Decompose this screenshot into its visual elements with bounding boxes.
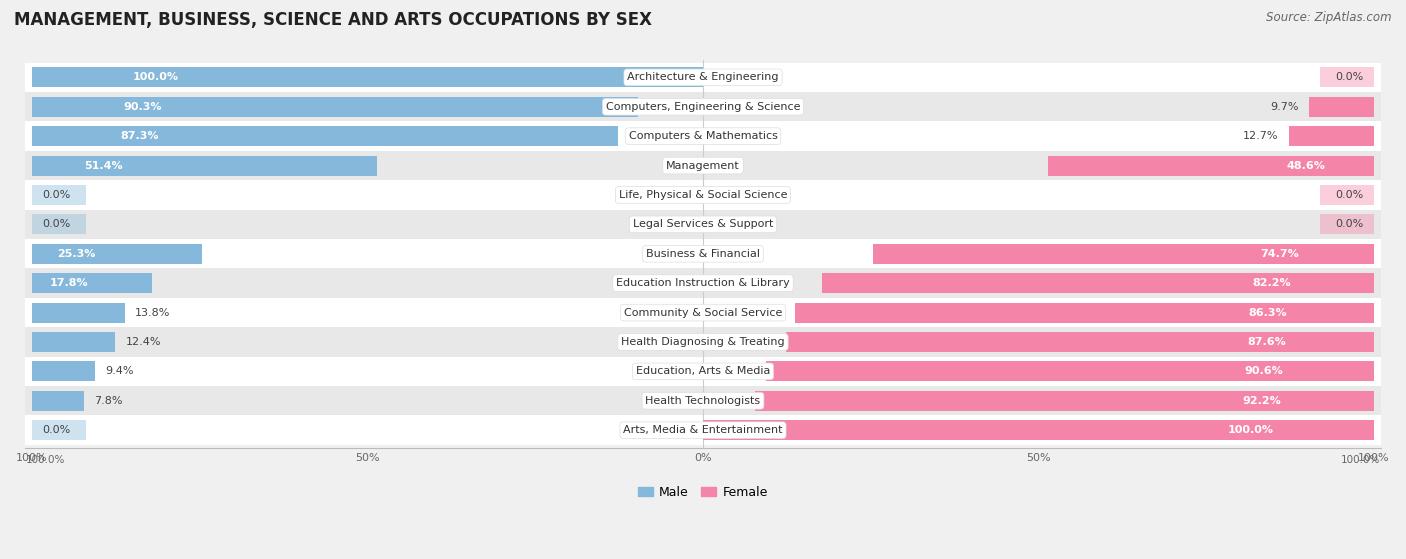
Bar: [1309, 97, 1374, 117]
Bar: [1320, 68, 1374, 87]
Text: 0.0%: 0.0%: [1336, 219, 1364, 229]
Bar: [1047, 155, 1374, 176]
Bar: [32, 68, 703, 87]
Text: Health Diagnosing & Treating: Health Diagnosing & Treating: [621, 337, 785, 347]
Text: 0.0%: 0.0%: [42, 190, 70, 200]
Bar: [32, 273, 152, 293]
Text: 51.4%: 51.4%: [84, 160, 122, 170]
Bar: [25, 327, 1381, 357]
Text: Education Instruction & Library: Education Instruction & Library: [616, 278, 790, 288]
Text: MANAGEMENT, BUSINESS, SCIENCE AND ARTS OCCUPATIONS BY SEX: MANAGEMENT, BUSINESS, SCIENCE AND ARTS O…: [14, 11, 652, 29]
Text: 48.6%: 48.6%: [1286, 160, 1324, 170]
Bar: [1289, 126, 1374, 146]
Text: Computers & Mathematics: Computers & Mathematics: [628, 131, 778, 141]
Bar: [25, 386, 1381, 415]
Bar: [786, 332, 1374, 352]
Text: 90.3%: 90.3%: [122, 102, 162, 112]
Bar: [32, 126, 617, 146]
Text: 87.6%: 87.6%: [1247, 337, 1285, 347]
Text: Architecture & Engineering: Architecture & Engineering: [627, 72, 779, 82]
Bar: [25, 239, 1381, 268]
Bar: [32, 302, 125, 323]
Text: Life, Physical & Social Science: Life, Physical & Social Science: [619, 190, 787, 200]
Bar: [823, 273, 1374, 293]
Bar: [25, 121, 1381, 151]
Text: Business & Financial: Business & Financial: [645, 249, 761, 259]
Text: 0.0%: 0.0%: [1336, 190, 1364, 200]
Text: 100.0%: 100.0%: [1227, 425, 1274, 435]
Text: 0.0%: 0.0%: [1336, 72, 1364, 82]
Text: 7.8%: 7.8%: [94, 396, 122, 406]
Text: Legal Services & Support: Legal Services & Support: [633, 219, 773, 229]
Text: 86.3%: 86.3%: [1249, 307, 1286, 318]
Bar: [766, 362, 1374, 381]
Bar: [25, 92, 1381, 121]
Text: Management: Management: [666, 160, 740, 170]
Text: 0.0%: 0.0%: [42, 425, 70, 435]
Bar: [873, 244, 1374, 264]
Bar: [25, 268, 1381, 298]
Bar: [32, 362, 96, 381]
Bar: [25, 151, 1381, 180]
Bar: [703, 420, 1374, 440]
Text: 74.7%: 74.7%: [1260, 249, 1299, 259]
Text: 9.7%: 9.7%: [1270, 102, 1299, 112]
Bar: [32, 155, 377, 176]
Bar: [32, 185, 86, 205]
Bar: [1320, 215, 1374, 234]
Text: 90.6%: 90.6%: [1244, 366, 1282, 376]
Text: 87.3%: 87.3%: [120, 131, 159, 141]
Bar: [32, 332, 115, 352]
Text: 17.8%: 17.8%: [51, 278, 89, 288]
Text: 0.0%: 0.0%: [42, 219, 70, 229]
Bar: [25, 298, 1381, 327]
Bar: [25, 180, 1381, 210]
Text: 100.0%: 100.0%: [25, 455, 65, 465]
Bar: [32, 244, 202, 264]
Bar: [25, 357, 1381, 386]
Text: 92.2%: 92.2%: [1243, 396, 1281, 406]
Text: Community & Social Service: Community & Social Service: [624, 307, 782, 318]
Text: Education, Arts & Media: Education, Arts & Media: [636, 366, 770, 376]
Text: 12.7%: 12.7%: [1243, 131, 1278, 141]
Text: Arts, Media & Entertainment: Arts, Media & Entertainment: [623, 425, 783, 435]
Text: Computers, Engineering & Science: Computers, Engineering & Science: [606, 102, 800, 112]
Text: Source: ZipAtlas.com: Source: ZipAtlas.com: [1267, 11, 1392, 24]
Text: 12.4%: 12.4%: [125, 337, 160, 347]
Text: 9.4%: 9.4%: [105, 366, 134, 376]
Bar: [32, 215, 86, 234]
Bar: [32, 97, 638, 117]
Text: 100.0%: 100.0%: [132, 72, 179, 82]
Bar: [25, 415, 1381, 445]
Bar: [794, 302, 1374, 323]
Legend: Male, Female: Male, Female: [633, 481, 773, 504]
Text: 82.2%: 82.2%: [1253, 278, 1291, 288]
Text: Health Technologists: Health Technologists: [645, 396, 761, 406]
Text: 25.3%: 25.3%: [58, 249, 96, 259]
Bar: [32, 391, 84, 411]
Bar: [1320, 185, 1374, 205]
Bar: [25, 63, 1381, 92]
Bar: [25, 210, 1381, 239]
Text: 13.8%: 13.8%: [135, 307, 170, 318]
Bar: [32, 420, 86, 440]
Bar: [755, 391, 1374, 411]
Text: 100.0%: 100.0%: [1341, 455, 1381, 465]
